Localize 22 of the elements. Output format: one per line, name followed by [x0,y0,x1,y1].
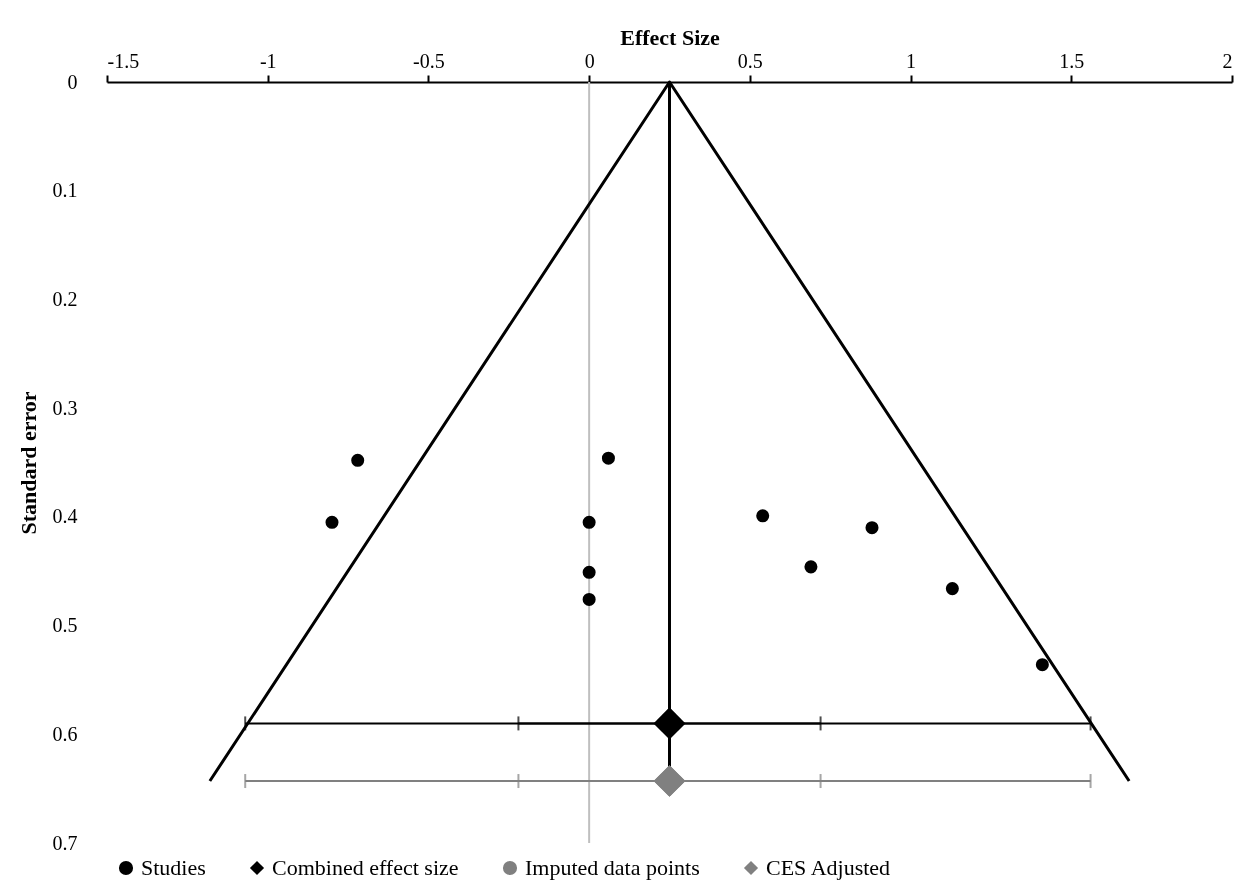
y-tick-label: 0.4 [52,505,78,528]
legend-label: CES Adjusted [766,855,891,880]
x-tick-label: -0.5 [413,49,445,72]
y-axis-title: Standard error [15,391,41,535]
x-tick-label: 0.5 [737,49,763,72]
legend-label: Studies [141,855,206,880]
legend-label: Imputed data points [525,855,700,880]
y-tick-label: 0.6 [52,722,78,745]
y-tick-label: 0.7 [52,831,78,854]
y-tick-label: 0.3 [52,396,78,419]
y-tick-label: 0 [67,70,78,93]
x-tick-label: 1 [906,49,917,72]
x-tick-label: 1.5 [1059,49,1085,72]
x-tick-label: 0 [584,49,595,72]
x-axis-title: Effect Size [620,24,721,50]
x-tick-label: -1.5 [107,49,140,72]
y-tick-label: 0.5 [52,614,78,637]
y-tick-label: 0.1 [52,179,78,202]
legend-label: Combined effect size [272,855,459,880]
x-tick-label: -1 [259,49,277,72]
y-tick-label: 0.2 [52,287,78,310]
x-tick-label: 2 [1222,49,1233,72]
